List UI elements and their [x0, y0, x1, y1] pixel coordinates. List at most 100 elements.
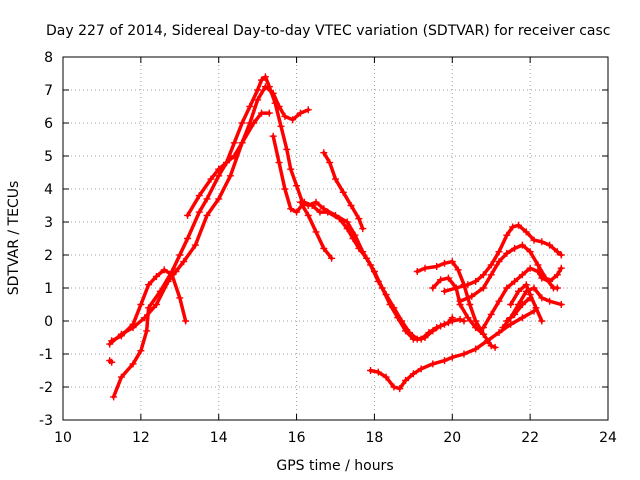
- plus-marker: [246, 103, 254, 110]
- plus-marker: [343, 218, 351, 226]
- x-tick-label: 24: [599, 430, 617, 446]
- plus-marker: [160, 266, 168, 274]
- plus-marker: [230, 152, 238, 160]
- plus-marker: [433, 324, 441, 332]
- plus-marker: [518, 271, 526, 279]
- plus-marker: [320, 149, 328, 157]
- plus-marker: [339, 188, 347, 196]
- plus-marker: [468, 292, 476, 300]
- plus-marker: [296, 198, 304, 206]
- x-tick-label: 18: [366, 430, 384, 446]
- plus-marker: [534, 268, 542, 275]
- y-tick-label: -2: [39, 380, 53, 396]
- series-arc7: [296, 198, 336, 262]
- plus-marker: [390, 383, 398, 391]
- series-arc2: [108, 266, 190, 345]
- plus-marker: [448, 353, 456, 361]
- plus-marker: [534, 261, 542, 269]
- plus-marker: [304, 106, 312, 114]
- y-tick-label: 3: [44, 215, 53, 231]
- plus-marker: [374, 368, 382, 376]
- plus-marker: [511, 244, 519, 252]
- plus-marker: [261, 83, 269, 91]
- plus-marker: [425, 329, 433, 337]
- plus-marker: [275, 103, 283, 110]
- plus-marker: [460, 317, 468, 325]
- plus-marker: [557, 251, 565, 259]
- plus-marker: [191, 241, 199, 249]
- series-arc9: [367, 307, 538, 393]
- plus-marker: [343, 225, 351, 233]
- plus-marker: [326, 159, 334, 167]
- plus-marker: [312, 228, 320, 236]
- plus-marker: [394, 314, 402, 322]
- plus-marker: [258, 109, 266, 117]
- plus-marker: [269, 89, 277, 97]
- plus-marker: [495, 258, 503, 266]
- plus-marker: [137, 301, 145, 308]
- plus-marker: [328, 254, 336, 262]
- plus-marker: [507, 301, 515, 308]
- plus-marker: [215, 172, 223, 180]
- plus-marker: [464, 314, 472, 322]
- series-line: [185, 84, 311, 218]
- plus-marker: [203, 195, 211, 203]
- series-arc12: [441, 221, 565, 295]
- plus-marker: [108, 337, 116, 345]
- series-arc5: [184, 83, 312, 219]
- plus-marker: [137, 347, 145, 355]
- plus-marker: [281, 112, 289, 120]
- series-line: [442, 223, 564, 294]
- plus-marker: [530, 236, 538, 244]
- plus-marker: [526, 264, 534, 272]
- x-tick-label: 12: [132, 430, 150, 446]
- series-line: [508, 282, 544, 323]
- plus-marker: [441, 357, 448, 365]
- plus-marker: [522, 281, 530, 289]
- chart-title: Day 227 of 2014, Sidereal Day-to-day VTE…: [46, 23, 610, 39]
- plus-marker: [355, 244, 363, 252]
- plus-marker: [254, 86, 262, 94]
- plus-marker: [514, 287, 522, 295]
- plus-marker: [479, 330, 487, 338]
- plus-marker: [316, 208, 324, 216]
- plus-marker: [152, 272, 160, 280]
- plus-marker: [332, 175, 339, 183]
- plus-marker: [195, 192, 203, 200]
- plus-marker: [429, 284, 437, 292]
- plus-marker: [511, 277, 519, 285]
- plus-marker: [223, 159, 230, 167]
- plus-marker: [546, 241, 554, 249]
- plus-marker: [491, 343, 499, 351]
- plus-marker: [156, 287, 164, 295]
- plus-marker: [396, 385, 404, 393]
- plus-marker: [413, 268, 421, 275]
- plus-marker: [359, 225, 367, 233]
- plus-marker: [479, 271, 487, 279]
- plus-marker: [283, 145, 291, 153]
- plus-marker: [514, 221, 522, 229]
- grid: [63, 57, 608, 420]
- plus-marker: [553, 248, 561, 256]
- plus-marker: [495, 297, 503, 305]
- series-arc3: [106, 357, 116, 366]
- plus-marker: [182, 317, 190, 325]
- plus-marker: [370, 268, 378, 275]
- series-line: [505, 296, 532, 323]
- x-tick-label: 14: [210, 430, 228, 446]
- plot-area-frame: [62, 56, 609, 421]
- plus-marker: [275, 159, 283, 167]
- data-series: [106, 73, 565, 401]
- plus-marker: [176, 251, 184, 259]
- plus-marker: [289, 116, 297, 124]
- plus-marker: [254, 96, 262, 104]
- y-tick-label: 8: [44, 50, 53, 66]
- plus-marker: [454, 266, 462, 274]
- plus-marker: [382, 373, 390, 381]
- y-tick-label: -3: [39, 413, 53, 429]
- plus-marker: [487, 271, 495, 279]
- plus-marker: [143, 327, 151, 335]
- plus-marker: [472, 277, 480, 285]
